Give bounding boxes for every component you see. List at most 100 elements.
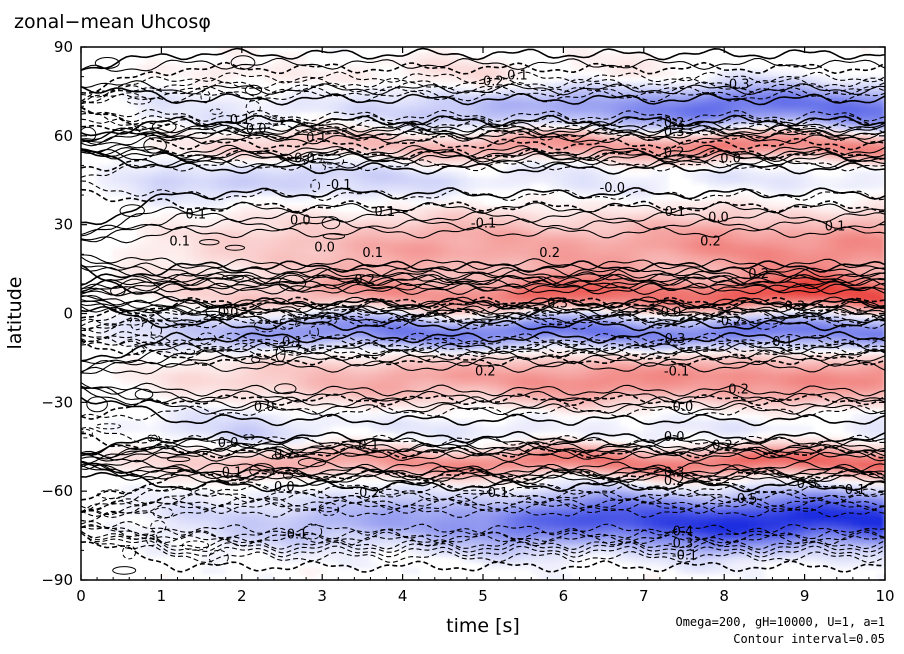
heatmap-cell (603, 129, 613, 137)
heatmap-cell (611, 206, 621, 214)
heatmap-cell (426, 99, 436, 107)
heatmap-cell (265, 182, 275, 190)
heatmap-cell (458, 70, 468, 78)
heatmap-cell (353, 461, 363, 468)
heatmap-cell (193, 241, 203, 249)
heatmap-cell (361, 289, 371, 297)
heatmap-cell (458, 425, 468, 433)
heatmap-cell (337, 496, 347, 504)
heatmap-cell (611, 87, 621, 95)
heatmap-cell (611, 354, 621, 362)
heatmap-cell (217, 224, 227, 232)
heatmap-cell (337, 378, 347, 386)
heatmap-cell (402, 318, 412, 326)
heatmap-cell (450, 206, 460, 214)
heatmap-cell (217, 549, 227, 557)
heatmap-cell (185, 105, 195, 113)
heatmap-cell (434, 295, 444, 303)
heatmap-cell (442, 283, 452, 291)
heatmap-cell (498, 532, 508, 540)
heatmap-cell (120, 277, 130, 285)
heatmap-cell (458, 526, 468, 534)
heatmap-cell (611, 64, 621, 72)
heatmap-cell (289, 514, 299, 522)
heatmap-cell (434, 532, 444, 540)
heatmap-cell (273, 508, 283, 516)
heatmap-cell (442, 354, 452, 362)
heatmap-cell (321, 401, 331, 409)
heatmap-cell (603, 289, 613, 297)
heatmap-cell (578, 419, 589, 427)
heatmap-cell (595, 366, 605, 374)
heatmap-cell (313, 514, 323, 522)
heatmap-cell (530, 259, 540, 267)
heatmap-cell (546, 520, 556, 528)
heatmap-cell (498, 295, 508, 303)
heatmap-cell (241, 354, 251, 362)
heatmap-cell (578, 283, 589, 291)
heatmap-cell (257, 182, 267, 190)
heatmap-cell (546, 164, 556, 172)
heatmap-cell (562, 93, 572, 101)
heatmap-cell (136, 532, 146, 540)
heatmap-cell (225, 147, 235, 155)
heatmap-cell (587, 253, 597, 261)
heatmap-cell (257, 366, 267, 374)
heatmap-cell (160, 253, 170, 261)
heatmap-cell (619, 147, 629, 155)
heatmap-cell (474, 58, 484, 66)
heatmap-cell (209, 241, 219, 249)
heatmap-cell (160, 283, 170, 291)
heatmap-cell (546, 93, 556, 101)
heatmap-cell (474, 82, 484, 89)
heatmap-cell (386, 176, 396, 184)
heatmap-cell (144, 360, 154, 368)
heatmap-cell (241, 514, 251, 522)
heatmap-cell (168, 283, 178, 291)
heatmap-cell (201, 247, 211, 255)
heatmap-cell (265, 105, 275, 113)
heatmap-cell (386, 129, 396, 137)
heatmap-cell (321, 508, 331, 516)
heatmap-cell (562, 129, 572, 137)
heatmap-cell (233, 437, 243, 445)
heatmap-cell (474, 555, 484, 563)
heatmap-cell (377, 324, 388, 332)
heatmap-cell (490, 117, 500, 125)
heatmap-cell (361, 555, 371, 563)
heatmap-cell (337, 455, 347, 463)
heatmap-cell (152, 389, 162, 397)
heatmap-cell (353, 384, 363, 391)
heatmap-cell (209, 176, 219, 184)
heatmap-cell (369, 389, 379, 397)
heatmap-cell (635, 159, 645, 166)
heatmap-cell (643, 526, 653, 534)
heatmap-cell (201, 200, 211, 208)
heatmap-cell (554, 176, 564, 184)
heatmap-cell (522, 532, 532, 540)
heatmap-cell (193, 164, 203, 172)
heatmap-cell (144, 384, 154, 391)
heatmap-cell (595, 514, 605, 522)
heatmap-cell (313, 70, 323, 78)
heatmap-cell (185, 342, 195, 350)
heatmap-cell (225, 164, 235, 172)
heatmap-cell (490, 336, 500, 344)
heatmap-cell (498, 324, 508, 332)
heatmap-cell (217, 307, 227, 314)
heatmap-cell (627, 247, 637, 255)
heatmap-cell (538, 508, 548, 516)
heatmap-cell (546, 236, 556, 243)
heatmap-cell (120, 490, 130, 498)
heatmap-cell (562, 372, 572, 380)
heatmap-cell (522, 283, 532, 291)
heatmap-cell (434, 259, 444, 267)
heatmap-cell (353, 342, 363, 350)
heatmap-cell (377, 206, 388, 214)
heatmap-cell (128, 484, 138, 492)
heatmap-cell (562, 330, 572, 338)
heatmap-cell (426, 520, 436, 528)
heatmap-cell (193, 170, 203, 178)
heatmap-cell (377, 461, 388, 468)
heatmap-cell (144, 549, 154, 557)
